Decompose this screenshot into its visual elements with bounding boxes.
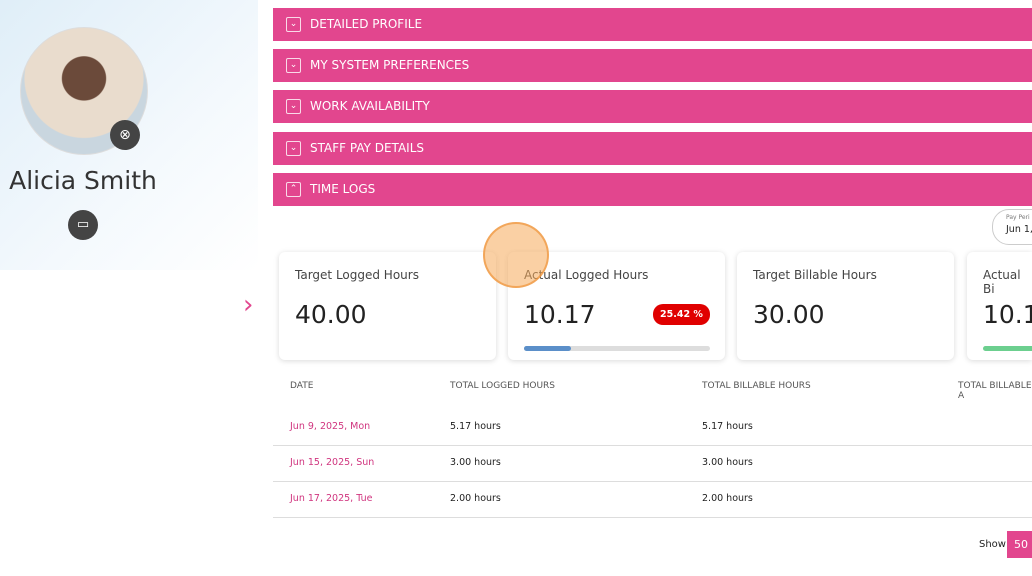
card-label: Actual Bi — [983, 268, 1021, 296]
progress-fill — [524, 346, 571, 351]
pay-period-value: Jun 1, — [1006, 224, 1032, 235]
stat-card: Actual Bi 10.1 — [967, 252, 1032, 360]
chevron-icon: ⌃ — [286, 182, 301, 197]
row-separator — [273, 445, 1032, 446]
stat-card: Target Billable Hours 30.00 — [737, 252, 954, 360]
column-header: TOTAL BILLABLE HOURS — [702, 381, 811, 391]
chevron-icon: ⌄ — [286, 99, 301, 114]
section-title: TIME LOGS — [310, 182, 376, 196]
cell: 5.17 hours — [450, 421, 501, 432]
chevron-icon: ⌄ — [286, 141, 301, 156]
chat-button[interactable]: ▭ — [68, 210, 98, 240]
cell: 3.00 hours — [450, 457, 501, 468]
pay-period-label: Pay Peri — [1006, 214, 1030, 221]
cell: 3.00 hours — [702, 457, 753, 468]
progress-fill — [983, 346, 1032, 351]
expand-arrow[interactable]: › — [243, 290, 254, 320]
column-header: TOTAL LOGGED HOURS — [450, 381, 556, 391]
date-link[interactable]: Jun 9, 2025, Mon — [290, 421, 371, 432]
stat-card: Actual Logged Hours 10.17 25.42 % — [508, 252, 725, 360]
accordion-header[interactable]: ⌄ MY SYSTEM PREFERENCES — [273, 49, 1032, 82]
accordion-header[interactable]: ⌄ WORK AVAILABILITY — [273, 90, 1032, 123]
date-link[interactable]: Jun 17, 2025, Tue — [290, 493, 373, 504]
card-label: Actual Logged Hours — [524, 268, 649, 282]
remove-photo-button[interactable]: ⊗ — [110, 120, 140, 150]
card-value: 10.17 — [524, 300, 596, 329]
cell: 2.00 hours — [450, 493, 501, 504]
card-value: 40.00 — [295, 300, 367, 329]
chevron-icon: ⌄ — [286, 17, 301, 32]
stat-card: Target Logged Hours 40.00 — [279, 252, 496, 360]
section-title: STAFF PAY DETAILS — [310, 141, 425, 155]
row-separator — [273, 481, 1032, 482]
column-header: DATE — [290, 381, 314, 391]
page-size-select[interactable]: 50 — [1007, 531, 1032, 558]
card-value: 10.1 — [983, 300, 1032, 329]
progress-track — [524, 346, 710, 351]
touch-indicator — [483, 222, 549, 288]
cell: 2.00 hours — [702, 493, 753, 504]
date-link[interactable]: Jun 15, 2025, Sun — [290, 457, 375, 468]
percent-badge: 25.42 % — [653, 304, 710, 325]
cell: 5.17 hours — [702, 421, 753, 432]
column-header: TOTAL BILLABLE A — [958, 381, 1032, 401]
accordion-header[interactable]: ⌃ TIME LOGS — [273, 173, 1032, 206]
accordion-header[interactable]: ⌄ STAFF PAY DETAILS — [273, 132, 1032, 165]
profile-name: Alicia Smith — [9, 166, 157, 195]
row-separator — [273, 517, 1032, 518]
card-label: Target Logged Hours — [295, 268, 419, 282]
section-title: DETAILED PROFILE — [310, 17, 423, 31]
card-label: Target Billable Hours — [753, 268, 877, 282]
chevron-icon: ⌄ — [286, 58, 301, 73]
section-title: WORK AVAILABILITY — [310, 99, 430, 113]
accordion-header[interactable]: ⌄ DETAILED PROFILE — [273, 8, 1032, 41]
section-title: MY SYSTEM PREFERENCES — [310, 58, 470, 72]
show-label: Show — [979, 539, 1006, 550]
card-value: 30.00 — [753, 300, 825, 329]
pay-period-pill[interactable]: Pay Peri Jun 1, — [992, 209, 1032, 245]
